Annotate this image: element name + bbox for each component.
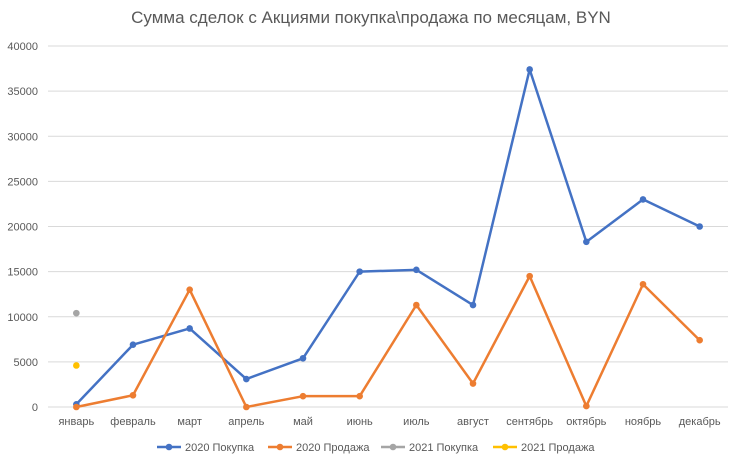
x-tick-label: май	[293, 416, 313, 428]
legend-label: 2021 Покупка	[409, 442, 479, 454]
legend-label: 2020 Продажа	[296, 442, 370, 454]
legend-label: 2021 Продажа	[521, 442, 595, 454]
data-point	[299, 392, 307, 400]
y-tick-label: 30000	[7, 131, 38, 143]
data-point	[413, 301, 420, 309]
x-tick-label: январь	[58, 416, 94, 428]
data-point	[243, 403, 250, 411]
legend-marker	[276, 443, 284, 451]
data-point	[299, 354, 307, 362]
x-tick-label: ноябрь	[625, 416, 662, 428]
y-tick-label: 10000	[7, 312, 38, 324]
series-line	[75, 68, 701, 406]
x-tick-label: июль	[403, 416, 430, 428]
y-tick-label: 35000	[7, 86, 38, 98]
x-tick-label: октябрь	[566, 416, 606, 428]
data-point	[583, 402, 590, 410]
chart-title: Сумма сделок с Акциями покупка\продажа п…	[131, 8, 611, 27]
data-point	[696, 336, 703, 344]
data-point	[413, 266, 420, 274]
x-tick-label: август	[457, 416, 489, 428]
data-point	[639, 280, 647, 288]
x-tick-label: февраль	[110, 416, 156, 428]
y-tick-label: 40000	[7, 41, 38, 53]
data-point	[583, 238, 590, 246]
data-point	[639, 196, 647, 203]
x-tick-label: апрель	[228, 416, 264, 428]
y-tick-label: 15000	[7, 267, 38, 279]
x-tick-label: июнь	[347, 416, 373, 428]
legend-marker	[389, 443, 397, 451]
x-tick-label: сентябрь	[506, 416, 553, 428]
data-point	[129, 391, 137, 399]
data-point	[356, 392, 363, 400]
y-tick-label: 0	[32, 402, 38, 414]
y-tick-label: 5000	[14, 357, 38, 369]
data-point	[243, 375, 250, 383]
data-point	[696, 223, 703, 230]
data-point	[526, 66, 533, 73]
data-point	[526, 272, 533, 280]
x-tick-label: март	[177, 416, 202, 428]
legend-marker	[165, 443, 173, 451]
data-point	[186, 325, 193, 332]
series-line	[76, 274, 701, 409]
data-point	[129, 341, 137, 349]
data-point	[356, 268, 363, 275]
x-tick-label: декабрь	[679, 416, 721, 428]
data-point	[73, 403, 80, 411]
data-point	[469, 380, 477, 387]
data-point	[73, 362, 80, 369]
legend-marker	[501, 443, 509, 451]
y-tick-label: 20000	[7, 222, 38, 234]
data-point	[469, 301, 477, 309]
data-point	[73, 309, 80, 317]
data-point	[186, 286, 193, 293]
y-tick-label: 25000	[7, 176, 38, 188]
legend-label: 2020 Покупка	[185, 442, 255, 454]
